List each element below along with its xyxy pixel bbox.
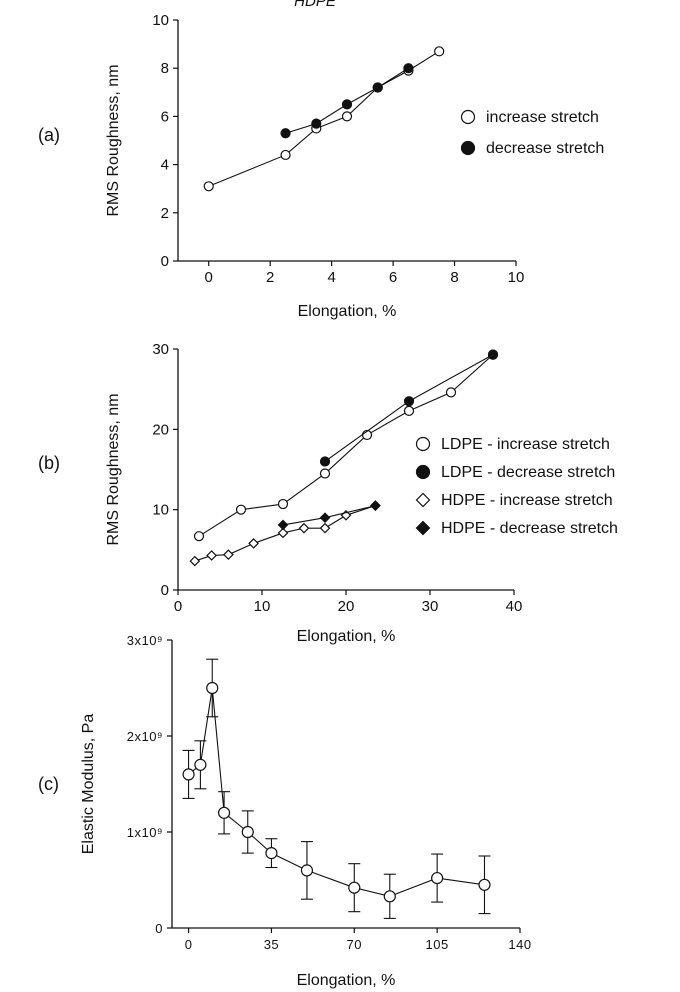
data-point [193,531,205,542]
y-tick-label: 4 [161,157,169,174]
y-tick-label: 0 [155,921,163,936]
y-tick-label: 2 [161,205,169,222]
legend-label: increase stretch [486,109,599,126]
data-point [341,111,353,122]
legend-label: LDPE - increase stretch [441,436,610,453]
data-point [487,349,499,360]
data-point [182,768,195,781]
y-tick-label: 0 [161,582,169,599]
data-point [403,405,415,416]
data-point [265,847,278,860]
legend-label: HDPE - increase stretch [441,492,613,509]
x-tick-label: 35 [264,937,279,952]
data-point [277,519,289,531]
x-tick-label: 105 [426,937,449,952]
top-cut-text: HDPE [294,0,337,10]
data-point [206,550,217,561]
data-point [280,149,291,161]
data-point [348,881,361,894]
data-point [280,128,291,139]
data-point [248,538,259,549]
data-point [383,890,396,903]
x-tick-label: 0 [205,269,213,286]
data-point [235,504,247,515]
series-line [198,354,494,537]
data-point [217,806,231,819]
y-tick-label: 30 [152,341,169,358]
x-tick-label: 0 [174,598,182,615]
panel-label: (c) [38,774,59,794]
x-tick-label: 30 [422,598,439,615]
series-line [188,687,485,897]
data-point [372,82,383,93]
data-point [223,549,234,561]
y-tick-label: 8 [161,60,169,77]
panel-a: 0 2 4 6 8 10 0 2 4 6 8 10 Elongation, % RMS Roughness… [38,12,604,320]
x-axis-label: Elongation, % [298,303,397,320]
legend-marker [415,436,431,452]
x-tick-label: 10 [508,269,525,286]
y-tick-label: 10 [152,502,169,519]
y-axis-label: Elastic Modulus, Pa [80,714,97,855]
x-tick-label: 40 [506,598,523,615]
data-point [298,522,310,534]
x-tick-label: 10 [254,598,271,615]
panel-c: 0 35 70 105 140 0 1x10⁹ 2x10⁹ 3x10⁹ Elongation, %… [38,633,531,989]
data-point [341,99,353,110]
x-tick-label: 6 [389,269,397,286]
data-point [203,181,214,192]
y-tick-label: 20 [152,421,169,438]
y-axis-label: RMS Roughness, nm [105,393,122,545]
x-tick-label: 20 [338,598,355,615]
data-point [319,522,331,534]
data-point [311,118,322,129]
y-tick-label: 2x10⁹ [127,729,163,744]
x-tick-label: 70 [347,937,362,952]
data-point [189,555,201,567]
data-point [370,500,381,511]
legend-marker [415,464,431,480]
y-tick-label: 1x10⁹ [127,825,163,840]
y-tick-label: 0 [161,253,169,270]
legend-marker [460,140,476,156]
y-axis-label: RMS Roughness, nm [105,64,122,216]
data-point [319,456,331,467]
x-tick-label: 8 [450,269,458,286]
data-point [277,527,289,539]
x-tick-label: 0 [185,937,193,952]
legend-marker [460,109,476,125]
data-point [319,468,331,479]
data-point [241,825,254,839]
data-point [434,46,445,57]
x-tick-label: 140 [508,937,531,952]
data-point [403,396,415,407]
data-point [403,63,414,74]
data-point [194,758,207,771]
panel-b: 0 10 20 30 40 0 10 20 30 Elongation, % RMS Roughne… [38,341,618,645]
data-point [445,387,457,398]
legend-label: LDPE - decrease stretch [441,464,615,481]
data-point [431,871,444,885]
x-axis-label: Elongation, % [297,628,396,645]
x-tick-label: 4 [327,269,335,286]
series-line [282,505,376,526]
legend-marker [415,520,431,536]
data-point [300,864,314,877]
panel-label: (a) [38,125,60,145]
y-tick-label: 6 [161,108,169,125]
y-tick-label: 10 [152,12,169,29]
data-point [319,512,331,524]
x-tick-label: 2 [266,269,274,286]
data-point [206,681,219,695]
legend-label: decrease stretch [486,140,604,157]
data-point [478,878,491,891]
legend-label: HDPE - decrease stretch [441,520,618,537]
legend-marker [415,492,431,508]
x-axis-label: Elongation, % [297,972,396,989]
panel-label: (b) [38,453,60,473]
data-point [277,498,289,510]
y-tick-label: 3x10⁹ [127,633,163,648]
